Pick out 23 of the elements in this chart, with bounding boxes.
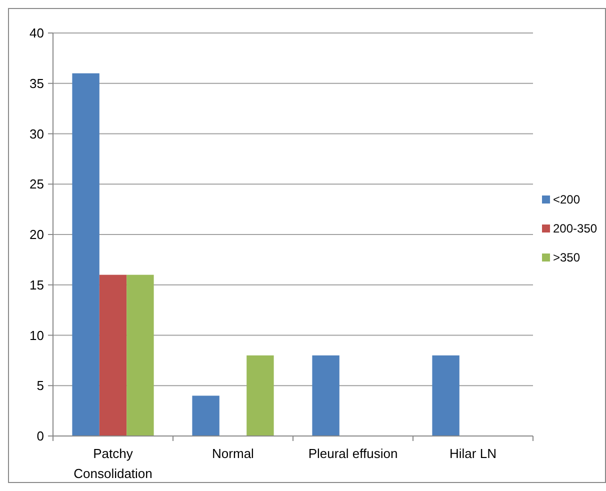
x-tick-label: Normal	[212, 446, 254, 461]
y-tick-label: 30	[30, 126, 44, 142]
y-tick-label: 35	[30, 76, 44, 91]
legend-label: <200	[553, 192, 580, 207]
bar	[246, 355, 274, 436]
y-tick-label: 15	[30, 277, 44, 292]
bar	[126, 274, 154, 436]
y-tick-label: 5	[36, 378, 44, 394]
y-tick-label: 0	[36, 428, 44, 444]
bar	[192, 396, 220, 436]
x-tick-label: Pleural effusion	[308, 446, 398, 461]
y-tick-label: 40	[30, 26, 44, 41]
bar	[312, 355, 340, 436]
bar	[72, 73, 100, 436]
x-tick-label: Hilar LN	[450, 446, 496, 461]
y-tick-label: 20	[30, 227, 44, 242]
legend-label: 200-350	[553, 222, 598, 236]
bar	[432, 355, 460, 436]
legend-label: >350	[553, 250, 580, 265]
y-tick-label: 10	[30, 328, 44, 343]
x-tick-label: Patchy Consolidation	[74, 446, 152, 481]
y-tick-label: 25	[30, 176, 44, 192]
bar	[99, 274, 127, 436]
